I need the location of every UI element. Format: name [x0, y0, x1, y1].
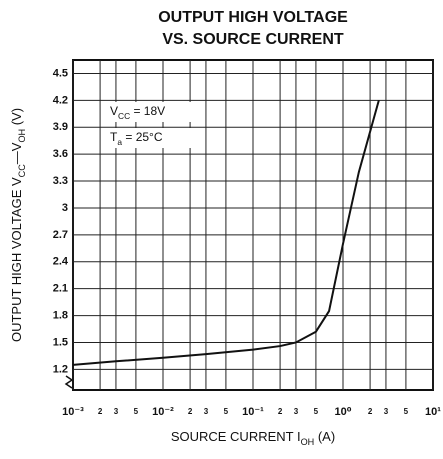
- x-tick-label: 5: [134, 407, 139, 416]
- x-tick-label: 5: [314, 407, 319, 416]
- label-part: V: [110, 104, 118, 118]
- y-tick-label: 2.4: [53, 256, 69, 268]
- x-tick-label: 3: [384, 407, 389, 416]
- y-tick-label: 1.5: [53, 336, 68, 348]
- label-part: (V): [9, 108, 24, 129]
- y-tick-label: 3.9: [53, 121, 68, 133]
- y-tick-label: 2.7: [53, 229, 68, 241]
- axis-break: [64, 375, 74, 389]
- label-part: CC: [17, 164, 27, 178]
- x-tick-label: 10¹: [425, 406, 441, 418]
- y-tick-label: 3.3: [53, 175, 68, 187]
- x-tick-label: 10⁻²: [152, 406, 174, 418]
- label-part: OH: [17, 129, 27, 143]
- x-tick-label: 3: [294, 407, 299, 416]
- y-tick-label: 1.2: [53, 363, 68, 375]
- label-part: (A): [314, 429, 335, 444]
- x-tick-label: 10⁰: [334, 406, 351, 418]
- label-part: OH: [301, 437, 315, 447]
- x-tick-label: 3: [114, 407, 119, 416]
- annotation-bg: [108, 128, 200, 148]
- x-tick-label: 2: [188, 407, 193, 416]
- y-tick-label: 1.8: [53, 309, 68, 321]
- label-part: —V: [9, 142, 24, 164]
- x-tick-label: 2: [98, 407, 103, 416]
- y-tick-label: 3: [62, 202, 68, 214]
- x-tick-label: 10⁻¹: [242, 406, 264, 418]
- y-tick-label: 3.6: [53, 148, 68, 160]
- label-part: SOURCE CURRENT I: [171, 429, 301, 444]
- x-tick-label: 2: [278, 407, 283, 416]
- label-part: CC: [118, 111, 130, 121]
- axis-label: Ta = 25°C: [110, 130, 163, 147]
- label-part: = 25°C: [122, 130, 163, 144]
- x-tick-label: 5: [404, 407, 409, 416]
- axis-label: OUTPUT HIGH VOLTAGE VCC—VOH (V): [9, 108, 27, 342]
- label-part: OUTPUT HIGH VOLTAGE V: [9, 177, 24, 342]
- x-tick-label: 10⁻³: [62, 406, 84, 418]
- x-tick-label: 3: [204, 407, 209, 416]
- x-tick-label: 5: [224, 407, 229, 416]
- y-tick-label: 4.2: [53, 94, 68, 106]
- data-line: [72, 100, 380, 366]
- chart-title: VS. SOURCE CURRENT: [162, 31, 344, 48]
- y-tick-label: 2.1: [53, 283, 68, 295]
- axis-label: VCC = 18V: [110, 104, 165, 121]
- chart-title: OUTPUT HIGH VOLTAGE: [158, 9, 348, 26]
- label-part: T: [110, 130, 118, 144]
- annotation-bg: [108, 102, 200, 122]
- y-tick-label: 4.5: [53, 67, 68, 79]
- x-tick-label: 2: [368, 407, 373, 416]
- label-part: = 18V: [130, 104, 165, 118]
- axis-label: SOURCE CURRENT IOH (A): [171, 429, 335, 447]
- label-part: a: [117, 137, 122, 147]
